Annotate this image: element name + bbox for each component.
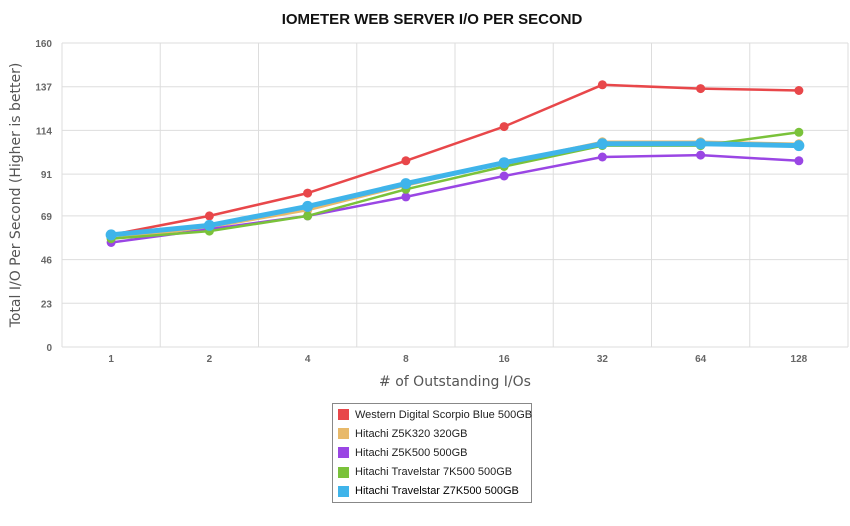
legend-swatch [338, 428, 349, 440]
legend-item: Hitachi Travelstar 7K500 500GB [336, 463, 528, 482]
x-tick-label: 128 [791, 354, 808, 365]
data-point [696, 150, 706, 160]
y-tick-label: 23 [41, 299, 53, 310]
legend-label: Hitachi Z5K500 500GB [355, 446, 468, 459]
y-axis-label: Total I/O Per Second (Higher is better) [8, 63, 24, 329]
data-point [401, 156, 411, 166]
x-tick-label: 16 [499, 354, 511, 365]
data-point [696, 84, 706, 94]
data-point [203, 219, 215, 231]
legend-item: Hitachi Z5K500 500GB [336, 443, 528, 462]
data-point [302, 200, 314, 212]
y-tick-label: 69 [41, 212, 53, 223]
data-point [499, 171, 509, 181]
y-tick-label: 91 [41, 170, 53, 181]
chart-grid [61, 42, 849, 348]
legend-label: Western Digital Scorpio Blue 500GB [355, 408, 533, 421]
y-tick-label: 114 [36, 126, 53, 137]
legend-item: Western Digital Scorpio Blue 500GB [336, 405, 532, 424]
legend-swatch [338, 447, 349, 459]
legend-label: Hitachi Travelstar 7K500 500GB [355, 466, 513, 479]
x-axis-label: # of Outstanding I/Os [379, 374, 531, 390]
legend-item: Hitachi Z5K320 320GB [336, 424, 528, 443]
data-point [498, 157, 510, 169]
legend-item: Hitachi Travelstar Z7K500 500GB [336, 482, 528, 501]
chart-legend: Western Digital Scorpio Blue 500GB Hitach… [332, 403, 532, 503]
x-tick-label: 1 [108, 354, 114, 365]
legend-label: Hitachi Travelstar Z7K500 500GB [355, 485, 519, 498]
data-point [400, 178, 412, 190]
x-tick-label: 4 [305, 354, 311, 365]
data-point [596, 138, 608, 150]
legend-swatch [338, 409, 349, 421]
series-group [105, 80, 805, 247]
y-tick-label: 46 [41, 256, 53, 267]
series-line [109, 83, 801, 237]
y-tick-label: 137 [35, 83, 52, 94]
x-tick-labels: 1 2 4 8 16 32 64 128 [108, 354, 807, 365]
y-tick-label: 160 [35, 39, 52, 50]
series-line [109, 153, 801, 244]
data-point [597, 80, 607, 90]
data-point [794, 127, 804, 137]
data-point [401, 192, 411, 202]
data-point [794, 86, 804, 95]
data-point [303, 211, 313, 221]
legend-swatch [338, 466, 349, 478]
data-point [105, 229, 117, 241]
data-point [695, 138, 707, 150]
legend-label: Hitachi Z5K320 320GB [355, 427, 468, 440]
y-tick-label: 0 [46, 343, 52, 354]
data-point [499, 122, 509, 132]
x-tick-label: 8 [403, 354, 409, 365]
x-tick-label: 2 [207, 354, 213, 365]
data-point [597, 152, 607, 162]
legend-swatch [338, 485, 349, 497]
y-tick-labels: 0 23 46 69 91 114 137 160 [35, 39, 52, 354]
series-line [108, 141, 802, 238]
chart-title: IOMETER WEB SERVER I/O PER SECOND [282, 11, 583, 28]
data-point [793, 140, 805, 152]
series-5 [105, 138, 805, 241]
data-point [303, 188, 313, 198]
data-point [794, 156, 804, 166]
x-tick-label: 32 [597, 354, 609, 365]
x-tick-label: 64 [695, 354, 707, 365]
data-point [204, 211, 214, 221]
